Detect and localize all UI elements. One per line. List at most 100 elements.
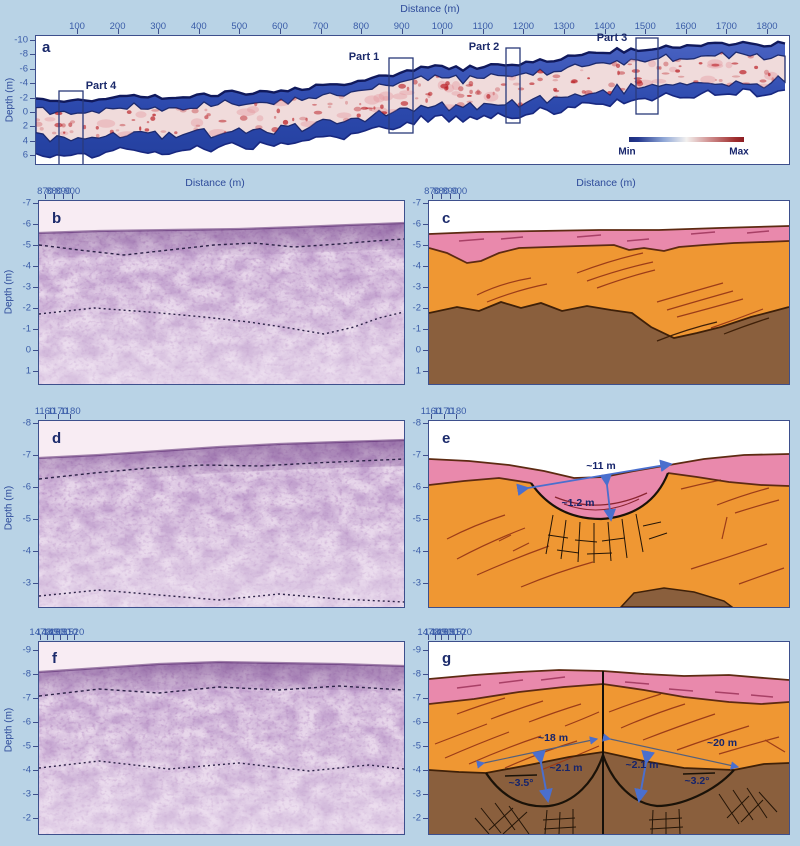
part-1-label: Part 1 xyxy=(348,51,380,63)
y-tick-mark xyxy=(33,519,38,520)
x-tick-mark xyxy=(46,635,48,640)
y-tick-mark xyxy=(33,674,38,675)
x-tick-label: 600 xyxy=(272,21,288,32)
y-tick-mark xyxy=(33,308,38,309)
x-tick-mark xyxy=(77,29,78,34)
x-tick-mark xyxy=(361,29,363,34)
y-tick-label: -7 xyxy=(412,692,421,704)
x-tick-mark xyxy=(443,414,445,419)
y-tick-mark xyxy=(33,722,38,723)
y-tick-label: -5 xyxy=(412,239,421,251)
y-tick-mark xyxy=(423,519,428,520)
x-tick-label: 1180 xyxy=(60,406,81,417)
y-tick-label: -4 xyxy=(22,260,31,272)
y-tick-mark xyxy=(30,68,35,70)
x-tick-label: 900 xyxy=(451,186,468,197)
x-tick-label: 1510 xyxy=(56,627,78,638)
y-tick-label: -6 xyxy=(412,218,421,230)
x-tick-mark xyxy=(766,29,768,34)
x-tick-label: 1170 xyxy=(47,406,68,417)
y-tick-mark xyxy=(33,329,38,330)
annotation-g-width-left: ~18 m xyxy=(537,732,569,744)
y-tick-mark xyxy=(423,487,428,488)
x-tick-mark xyxy=(54,194,56,199)
x-tick-label: 1200 xyxy=(512,21,535,32)
y-tick-mark xyxy=(30,54,35,56)
x-tick-label: 1400 xyxy=(594,21,616,32)
y-tick-mark xyxy=(33,650,38,651)
y-tick-label: -6 xyxy=(412,481,421,493)
y-tick-mark xyxy=(423,770,428,771)
y-tick-label: -5 xyxy=(22,740,31,752)
y-tick-label: -4 xyxy=(19,77,28,89)
y-tick-mark xyxy=(423,203,428,204)
x-tick-mark xyxy=(239,29,241,34)
x-tick-label: 1470 xyxy=(417,627,439,638)
y-tick-label: -7 xyxy=(22,692,31,704)
y-tick-label: 0 xyxy=(415,344,421,356)
y-tick-mark xyxy=(423,746,428,747)
y-tick-mark xyxy=(30,126,35,128)
x-tick-mark xyxy=(441,194,443,199)
annotation-g-angle-left: ~3.5° xyxy=(508,777,534,789)
panel-b-x-axis-title: Distance (m) xyxy=(185,177,245,189)
panel-b-plot xyxy=(38,200,405,385)
annotation-g-width-right: ~20 m xyxy=(706,737,738,749)
x-tick-label: 870 xyxy=(424,186,440,197)
x-tick-label: 1470 xyxy=(29,627,51,638)
x-tick-label: 200 xyxy=(109,21,126,32)
panel-e-label: e xyxy=(442,430,451,447)
y-tick-mark xyxy=(33,583,38,584)
x-tick-label: 1480 xyxy=(424,627,446,638)
x-tick-mark xyxy=(60,635,62,640)
x-tick-mark xyxy=(461,635,463,640)
y-tick-label: -9 xyxy=(22,644,31,656)
y-tick-label: -4 xyxy=(412,764,421,776)
y-tick-label: -1 xyxy=(412,323,421,335)
x-tick-mark xyxy=(523,29,525,34)
y-tick-mark xyxy=(423,350,428,351)
y-tick-label: -8 xyxy=(412,417,421,429)
x-tick-label: 1800 xyxy=(756,21,778,32)
x-tick-mark xyxy=(45,414,46,419)
y-tick-label: -8 xyxy=(22,417,31,429)
annotation-g-depth-right: ~2.1 m xyxy=(625,759,659,771)
x-tick-label: 1180 xyxy=(445,406,467,417)
x-tick-label: 500 xyxy=(231,21,248,32)
panel-e-plot xyxy=(428,420,790,608)
y-tick-mark xyxy=(423,287,428,288)
x-tick-mark xyxy=(63,194,65,199)
part-2-label: Part 2 xyxy=(468,41,500,53)
x-tick-mark xyxy=(72,194,74,199)
panel-c-label: c xyxy=(442,210,451,227)
panel-f-label: f xyxy=(52,650,57,667)
y-tick-mark xyxy=(423,423,428,424)
y-tick-label: 0 xyxy=(22,106,28,118)
x-tick-label: 1500 xyxy=(634,21,656,32)
colorbar-min-label: Min xyxy=(618,146,636,158)
annotation-g-angle-right: ~3.2° xyxy=(684,775,710,787)
y-tick-label: -4 xyxy=(412,260,421,272)
x-tick-label: 890 xyxy=(55,186,72,197)
y-tick-label: -6 xyxy=(22,218,31,230)
y-tick-mark xyxy=(30,97,35,99)
y-tick-label: -7 xyxy=(22,449,31,461)
y-tick-label: 1 xyxy=(415,365,421,377)
y-tick-label: -5 xyxy=(22,239,31,251)
y-tick-label: 4 xyxy=(22,135,28,147)
annotation-e-depth: ~1.2 m xyxy=(561,497,595,509)
y-tick-label: -5 xyxy=(22,513,31,525)
panel-b-y-axis-title: Depth (m) xyxy=(3,269,15,315)
panel-d-plot xyxy=(38,420,405,608)
y-tick-mark xyxy=(423,674,428,675)
x-tick-label: 870 xyxy=(37,186,53,197)
y-tick-mark xyxy=(423,455,428,456)
y-tick-label: -6 xyxy=(19,63,28,75)
x-tick-mark xyxy=(158,29,160,34)
y-tick-label: -6 xyxy=(412,716,421,728)
panel-d-y-axis-title: Depth (m) xyxy=(3,485,15,531)
x-tick-mark xyxy=(726,29,728,34)
y-tick-label: 2 xyxy=(22,120,28,132)
x-tick-label: 1000 xyxy=(431,21,453,32)
y-tick-label: -4 xyxy=(22,764,31,776)
